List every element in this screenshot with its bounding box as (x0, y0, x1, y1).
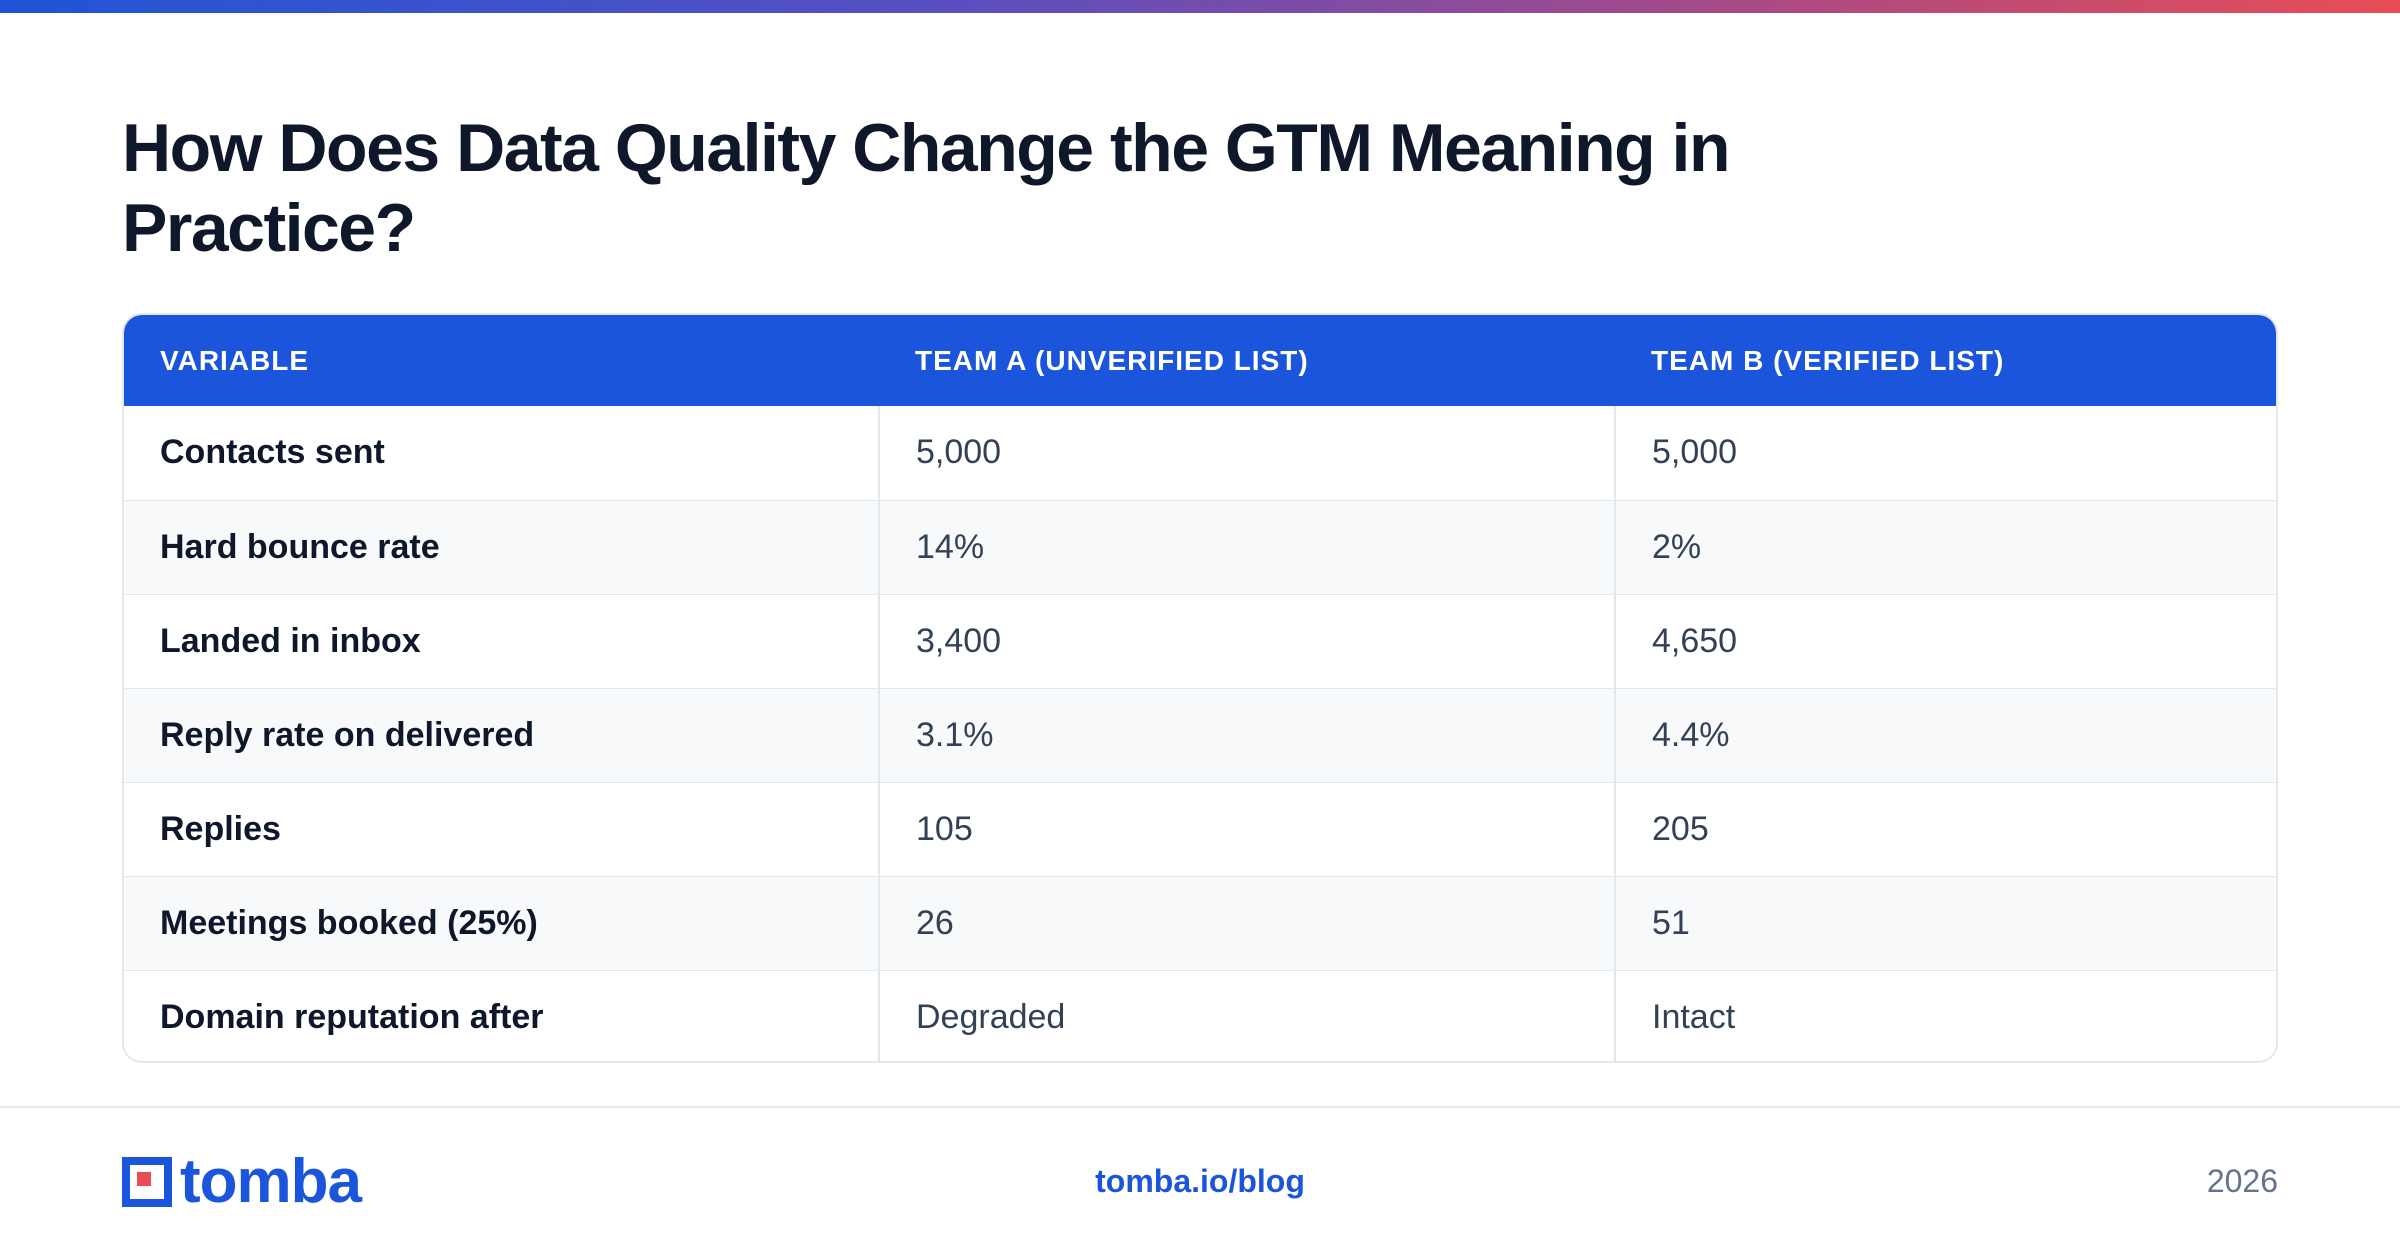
team-b-value: 2% (1614, 500, 2276, 594)
header-team-b: TEAM B (VERIFIED LIST) (1651, 344, 2005, 376)
comparison-table: VARIABLE TEAM A (UNVERIFIED LIST) TEAM B… (122, 313, 2278, 1063)
table-row: Replies 105 205 (124, 782, 2276, 876)
blog-link[interactable]: tomba.io/blog (1095, 1163, 1305, 1199)
table-row: Contacts sent 5,000 5,000 (124, 406, 2276, 500)
row-label: Meetings booked (25%) (160, 903, 538, 942)
team-b-value: 4.4% (1614, 688, 2276, 782)
team-a-value: 5,000 (878, 406, 1615, 500)
team-a-value: 3.1% (878, 688, 1615, 782)
footer-divider (0, 1106, 2400, 1108)
team-b-value: 205 (1614, 782, 2276, 876)
row-label: Replies (160, 809, 281, 848)
tomba-logo-icon (122, 1157, 172, 1207)
team-b-value: 4,650 (1614, 594, 2276, 688)
table-row: Hard bounce rate 14% 2% (124, 500, 2276, 594)
header-variable: VARIABLE (160, 344, 310, 376)
table-row: Domain reputation after Degraded Intact (124, 970, 2276, 1061)
table-row: Meetings booked (25%) 26 51 (124, 876, 2276, 970)
tomba-logo[interactable]: tomba (122, 1147, 362, 1216)
table-row: Reply rate on delivered 3.1% 4.4% (124, 688, 2276, 782)
page-title: How Does Data Quality Change the GTM Mea… (122, 110, 1731, 266)
team-a-value: 26 (878, 876, 1615, 970)
row-label: Hard bounce rate (160, 527, 440, 566)
team-a-value: 3,400 (878, 594, 1615, 688)
footer-year: 2026 (2206, 1163, 2278, 1199)
team-b-value: 51 (1614, 876, 2276, 970)
row-label: Landed in inbox (160, 621, 421, 660)
row-label: Reply rate on delivered (160, 715, 535, 754)
logo-text: tomba (180, 1147, 362, 1216)
table-header-row: VARIABLE TEAM A (UNVERIFIED LIST) TEAM B… (124, 315, 2276, 406)
gradient-top-bar (0, 0, 2400, 13)
team-b-value: 5,000 (1614, 406, 2276, 500)
header-team-a: TEAM A (UNVERIFIED LIST) (915, 344, 1309, 376)
team-a-value: 105 (878, 782, 1615, 876)
team-a-value: 14% (878, 500, 1615, 594)
table-row: Landed in inbox 3,400 4,650 (124, 594, 2276, 688)
team-a-value: Degraded (878, 970, 1615, 1061)
team-b-value: Intact (1614, 970, 2276, 1061)
row-label: Domain reputation after (160, 997, 544, 1036)
row-label: Contacts sent (160, 433, 385, 472)
